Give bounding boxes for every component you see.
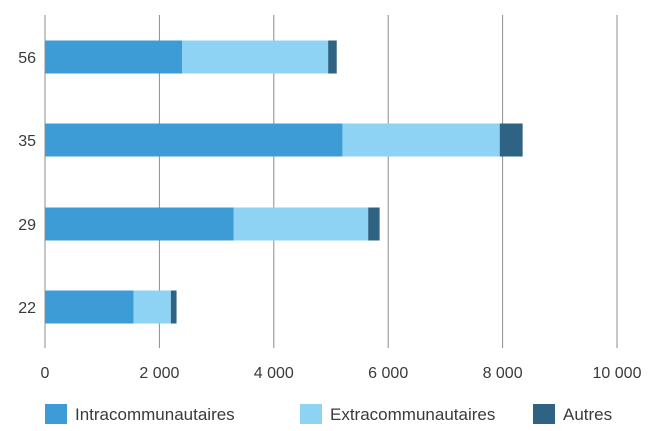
bar-extracommunautaires-29 <box>233 207 369 241</box>
bar-extracommunautaires-56 <box>182 40 329 74</box>
x-tick-label: 6 000 <box>368 365 408 382</box>
bar-extracommunautaires-35 <box>342 123 500 157</box>
bar-intracommunautaires-56 <box>45 40 183 74</box>
bar-autres-29 <box>368 207 380 241</box>
axes: 0 2 000 4 000 6 000 8 000 10 000 56 35 29 22 <box>18 15 642 382</box>
bar-autres-56 <box>328 40 337 74</box>
bar-intracommunautaires-35 <box>45 123 343 157</box>
x-tick-label: 4 000 <box>254 365 294 382</box>
x-tick-label: 10 000 <box>593 365 642 382</box>
bar-intracommunautaires-22 <box>45 290 134 324</box>
bar-intracommunautaires-29 <box>45 207 234 241</box>
y-tick-label: 29 <box>18 217 36 234</box>
legend-swatch-intracommunautaires <box>45 404 67 424</box>
bar-autres-35 <box>499 123 523 157</box>
legend-swatch-autres <box>533 404 555 424</box>
x-tick-label: 8 000 <box>483 365 523 382</box>
y-tick-label: 56 <box>18 50 36 67</box>
x-tick-label: 2 000 <box>139 365 179 382</box>
legend-label-intracommunautaires: Intracommunautaires <box>75 405 235 424</box>
legend-label-extracommunautaires: Extracommunautaires <box>330 405 495 424</box>
x-tick-label: 0 <box>41 365 50 382</box>
bars <box>45 40 523 324</box>
y-tick-label: 22 <box>18 300 36 317</box>
legend-label-autres: Autres <box>563 405 612 424</box>
bar-autres-22 <box>170 290 177 324</box>
legend: Intracommunautaires Extracommunautaires Au… <box>45 404 612 424</box>
bar-extracommunautaires-22 <box>133 290 171 324</box>
legend-swatch-extracommunautaires <box>300 404 322 424</box>
y-tick-label: 35 <box>18 133 36 150</box>
